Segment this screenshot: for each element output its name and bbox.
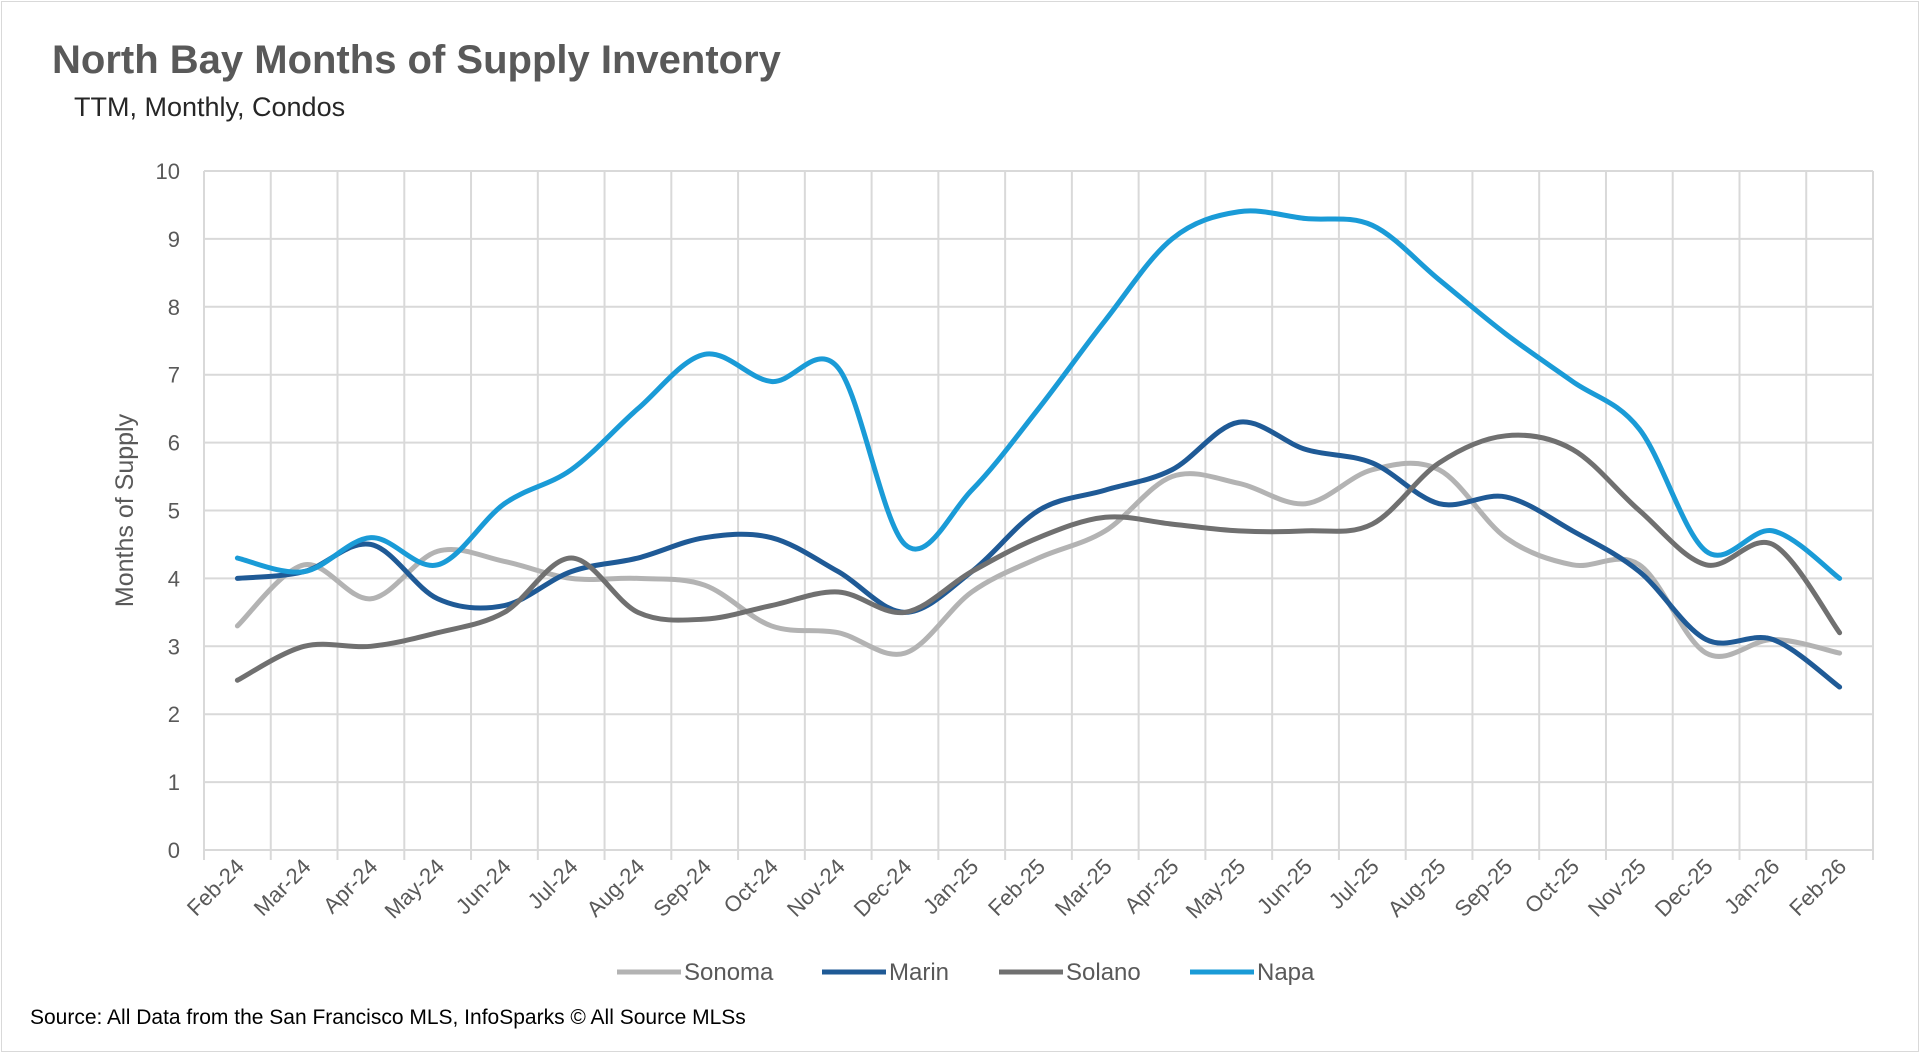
series-line-sonoma — [234, 460, 1843, 659]
legend-label-napa: Napa — [1257, 959, 1315, 986]
y-tick-label: 6 — [168, 431, 180, 456]
legend-label-marin: Marin — [889, 959, 949, 986]
x-tick-label: Jan-26 — [1719, 854, 1784, 919]
chart-title: North Bay Months of Supply Inventory — [52, 38, 781, 82]
x-tick-label: Feb-24 — [182, 854, 249, 921]
x-tick-label: Feb-25 — [983, 854, 1050, 921]
x-tick-label: Jun-24 — [451, 854, 516, 919]
x-tick-label: Nov-25 — [1583, 854, 1651, 922]
x-tick-label: Sep-24 — [648, 854, 716, 922]
x-tick-label: Jan-25 — [918, 854, 983, 919]
y-tick-label: 4 — [168, 566, 180, 591]
x-tick-label: Aug-25 — [1383, 854, 1451, 922]
x-tick-label: Apr-25 — [1119, 854, 1183, 918]
x-tick-label: Oct-25 — [1520, 854, 1584, 918]
x-tick-label: Dec-24 — [849, 854, 917, 922]
x-tick-label: May-25 — [1181, 854, 1251, 924]
y-axis-title: Months of Supply — [111, 413, 139, 607]
series-line-marin — [234, 419, 1843, 690]
source-note: Source: All Data from the San Francisco … — [30, 1006, 746, 1029]
y-tick-label: 8 — [168, 295, 180, 320]
x-tick-label: Apr-24 — [318, 854, 382, 918]
y-tick-label: 2 — [168, 702, 180, 727]
x-tick-label: Aug-24 — [582, 854, 650, 922]
x-tick-label: Mar-24 — [249, 854, 316, 921]
chart-subtitle: TTM, Monthly, Condos — [74, 92, 346, 122]
x-tick-label: Jul-25 — [1324, 854, 1384, 914]
y-tick-label: 1 — [168, 770, 180, 795]
series-line-solano — [234, 432, 1843, 683]
x-tick-label: Mar-25 — [1050, 854, 1117, 921]
y-tick-label: 10 — [156, 159, 180, 184]
x-tick-label: Sep-25 — [1450, 854, 1518, 922]
y-tick-label: 5 — [168, 499, 180, 524]
y-tick-label: 9 — [168, 227, 180, 252]
y-tick-label: 0 — [168, 838, 180, 863]
x-tick-label: Jul-24 — [523, 854, 583, 914]
y-tick-label: 7 — [168, 363, 180, 388]
x-tick-label: Jun-25 — [1252, 854, 1317, 919]
x-tick-label: Dec-25 — [1650, 854, 1718, 922]
legend-label-solano: Solano — [1066, 959, 1141, 986]
series-line-napa — [234, 208, 1843, 581]
x-tick-label: Nov-24 — [782, 854, 850, 922]
x-tick-label: Oct-24 — [719, 854, 783, 918]
y-tick-label: 3 — [168, 634, 180, 659]
x-tick-label: Feb-26 — [1784, 854, 1851, 921]
legend-label-sonoma: Sonoma — [684, 959, 774, 986]
x-tick-label: May-24 — [380, 854, 450, 924]
